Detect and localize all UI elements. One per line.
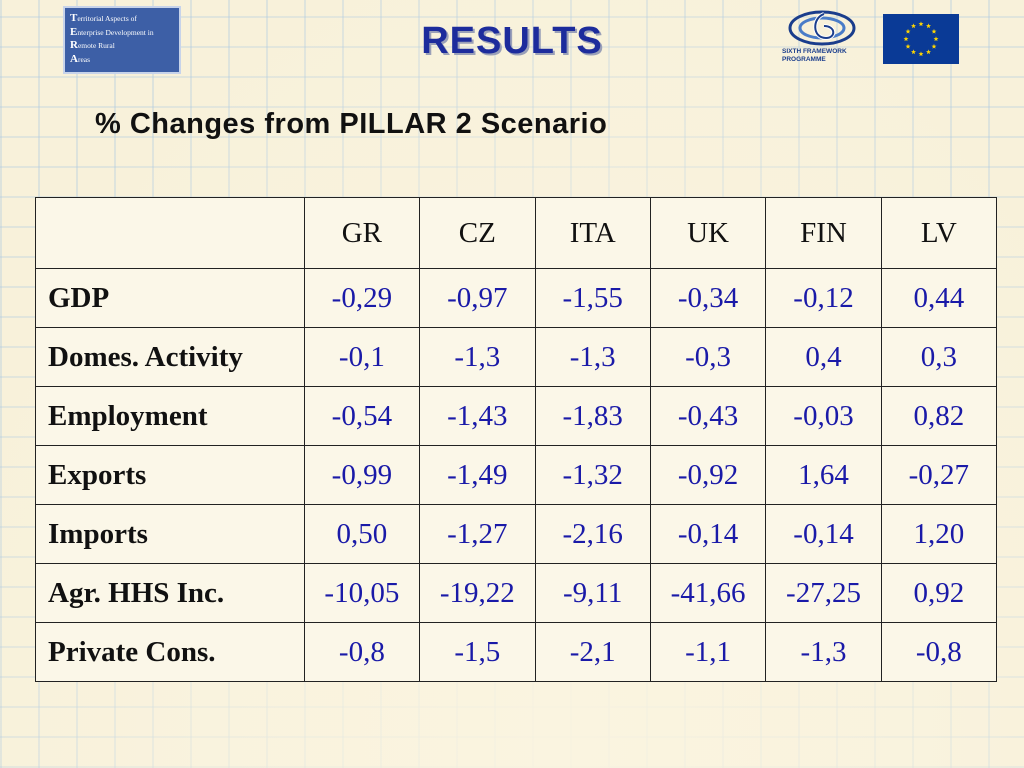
logo-line: Territorial Aspects of: [70, 12, 137, 24]
table-cell: -2,16: [534, 504, 651, 564]
table-cell: 0,4: [765, 327, 882, 387]
table-cell: -10,05: [303, 563, 421, 623]
table-row: Private Cons. -0,8 -1,5 -2,1 -1,1 -1,3 -0,8: [35, 622, 998, 682]
page-title: RESULTS: [421, 20, 603, 62]
table-cell: -0,29: [303, 268, 421, 328]
table-cell: -0,97: [419, 268, 536, 328]
column-header: CZ: [419, 197, 536, 269]
eu-star: [918, 21, 924, 27]
column-header: GR: [303, 197, 421, 269]
table-cell: -1,27: [419, 504, 536, 564]
eu-star: [933, 36, 939, 42]
table-cell: -1,83: [534, 386, 651, 446]
table-row: Domes. Activity -0,1 -1,3 -1,3 -0,3 0,4 0,3: [35, 327, 998, 387]
row-label: Exports: [35, 445, 305, 505]
eu-star: [911, 23, 916, 29]
table-cell: -19,22: [419, 563, 536, 623]
table-cell: -0,99: [303, 445, 421, 505]
table-cell: -0,27: [880, 445, 998, 505]
page-subtitle: % Changes from PILLAR 2 Scenario: [95, 108, 608, 140]
table-row: Exports -0,99 -1,49 -1,32 -0,92 1,64 -0,27: [35, 445, 998, 505]
row-label: Employment: [35, 386, 305, 446]
table-cell: -1,55: [534, 268, 651, 328]
table-cell: -1,5: [419, 622, 536, 682]
row-label: Domes. Activity: [35, 327, 305, 387]
table-cell: -0,1: [303, 327, 421, 387]
eu-star: [905, 43, 911, 49]
row-label: Private Cons.: [35, 622, 305, 682]
table-cell: -0,43: [649, 386, 767, 446]
results-table: GR CZ ITA UK FIN LV GDP -0,29 -0,97 -1,55 -0…: [35, 197, 998, 682]
table-cell: 0,82: [880, 386, 998, 446]
table-cell: 0,3: [880, 327, 998, 387]
table-cell: -0,8: [880, 622, 998, 682]
eu-star: [911, 49, 916, 55]
table-cell: -0,54: [303, 386, 421, 446]
logo-line: Enterprise Development in: [70, 25, 154, 38]
eu-star: [918, 51, 924, 57]
table-cell: -1,3: [534, 327, 651, 387]
table-cell: -1,49: [419, 445, 536, 505]
table-cell: 0,50: [303, 504, 421, 564]
sixth-framework-logo: SIXTH FRAMEWORK PROGRAMME: [782, 8, 862, 70]
table-cell: -1,1: [649, 622, 767, 682]
table-cell: -2,1: [534, 622, 651, 682]
table-cell: -0,14: [765, 504, 882, 564]
table-cell: 1,20: [880, 504, 998, 564]
table-row: Agr. HHS Inc. -10,05 -19,22 -9,11 -41,66 -27,…: [35, 563, 998, 623]
table-row: GDP -0,29 -0,97 -1,55 -0,34 -0,12 0,44: [35, 268, 998, 328]
row-label: Imports: [35, 504, 305, 564]
eu-star: [931, 43, 937, 49]
table-cell: -27,25: [765, 563, 882, 623]
table-cell: -1,3: [419, 327, 536, 387]
fp6-label: SIXTH FRAMEWORK PROGRAMME: [782, 48, 847, 63]
eu-star: [926, 49, 931, 55]
table-row: Employment -0,54 -1,43 -1,83 -0,43 -0,03 0,82: [35, 386, 998, 446]
table-cell: -0,03: [765, 386, 882, 446]
eu-star: [926, 23, 931, 29]
table-cell: -9,11: [534, 563, 651, 623]
column-header: [35, 197, 305, 269]
fp6-swirl-icon: [788, 10, 856, 46]
column-header: FIN: [765, 197, 882, 269]
table-cell: 0,92: [880, 563, 998, 623]
table-row: Imports 0,50 -1,27 -2,16 -0,14 -0,14 1,20: [35, 504, 998, 564]
table-cell: -1,3: [765, 622, 882, 682]
table-cell: -0,12: [765, 268, 882, 328]
eu-star: [905, 28, 911, 34]
column-header: ITA: [534, 197, 651, 269]
tera-logo: Territorial Aspects of Enterprise Develo…: [63, 6, 181, 74]
table-cell: -0,3: [649, 327, 767, 387]
row-label: Agr. HHS Inc.: [35, 563, 305, 623]
table-cell: -0,14: [649, 504, 767, 564]
header-row: GR CZ ITA UK FIN LV: [35, 197, 998, 269]
logo-line: Remote Rural: [70, 39, 115, 51]
table-cell: 1,64: [765, 445, 882, 505]
row-label: GDP: [35, 268, 305, 328]
eu-star: [931, 28, 937, 34]
table-cell: -0,34: [649, 268, 767, 328]
logo-line: Areas: [70, 52, 91, 65]
table-cell: -1,43: [419, 386, 536, 446]
table-cell: -0,8: [303, 622, 421, 682]
column-header: UK: [649, 197, 767, 269]
eu-flag-icon: [883, 14, 959, 64]
table-cell: -41,66: [649, 563, 767, 623]
table-cell: -1,32: [534, 445, 651, 505]
table-cell: -0,92: [649, 445, 767, 505]
table-cell: 0,44: [880, 268, 998, 328]
eu-star: [903, 36, 909, 42]
column-header: LV: [880, 197, 998, 269]
